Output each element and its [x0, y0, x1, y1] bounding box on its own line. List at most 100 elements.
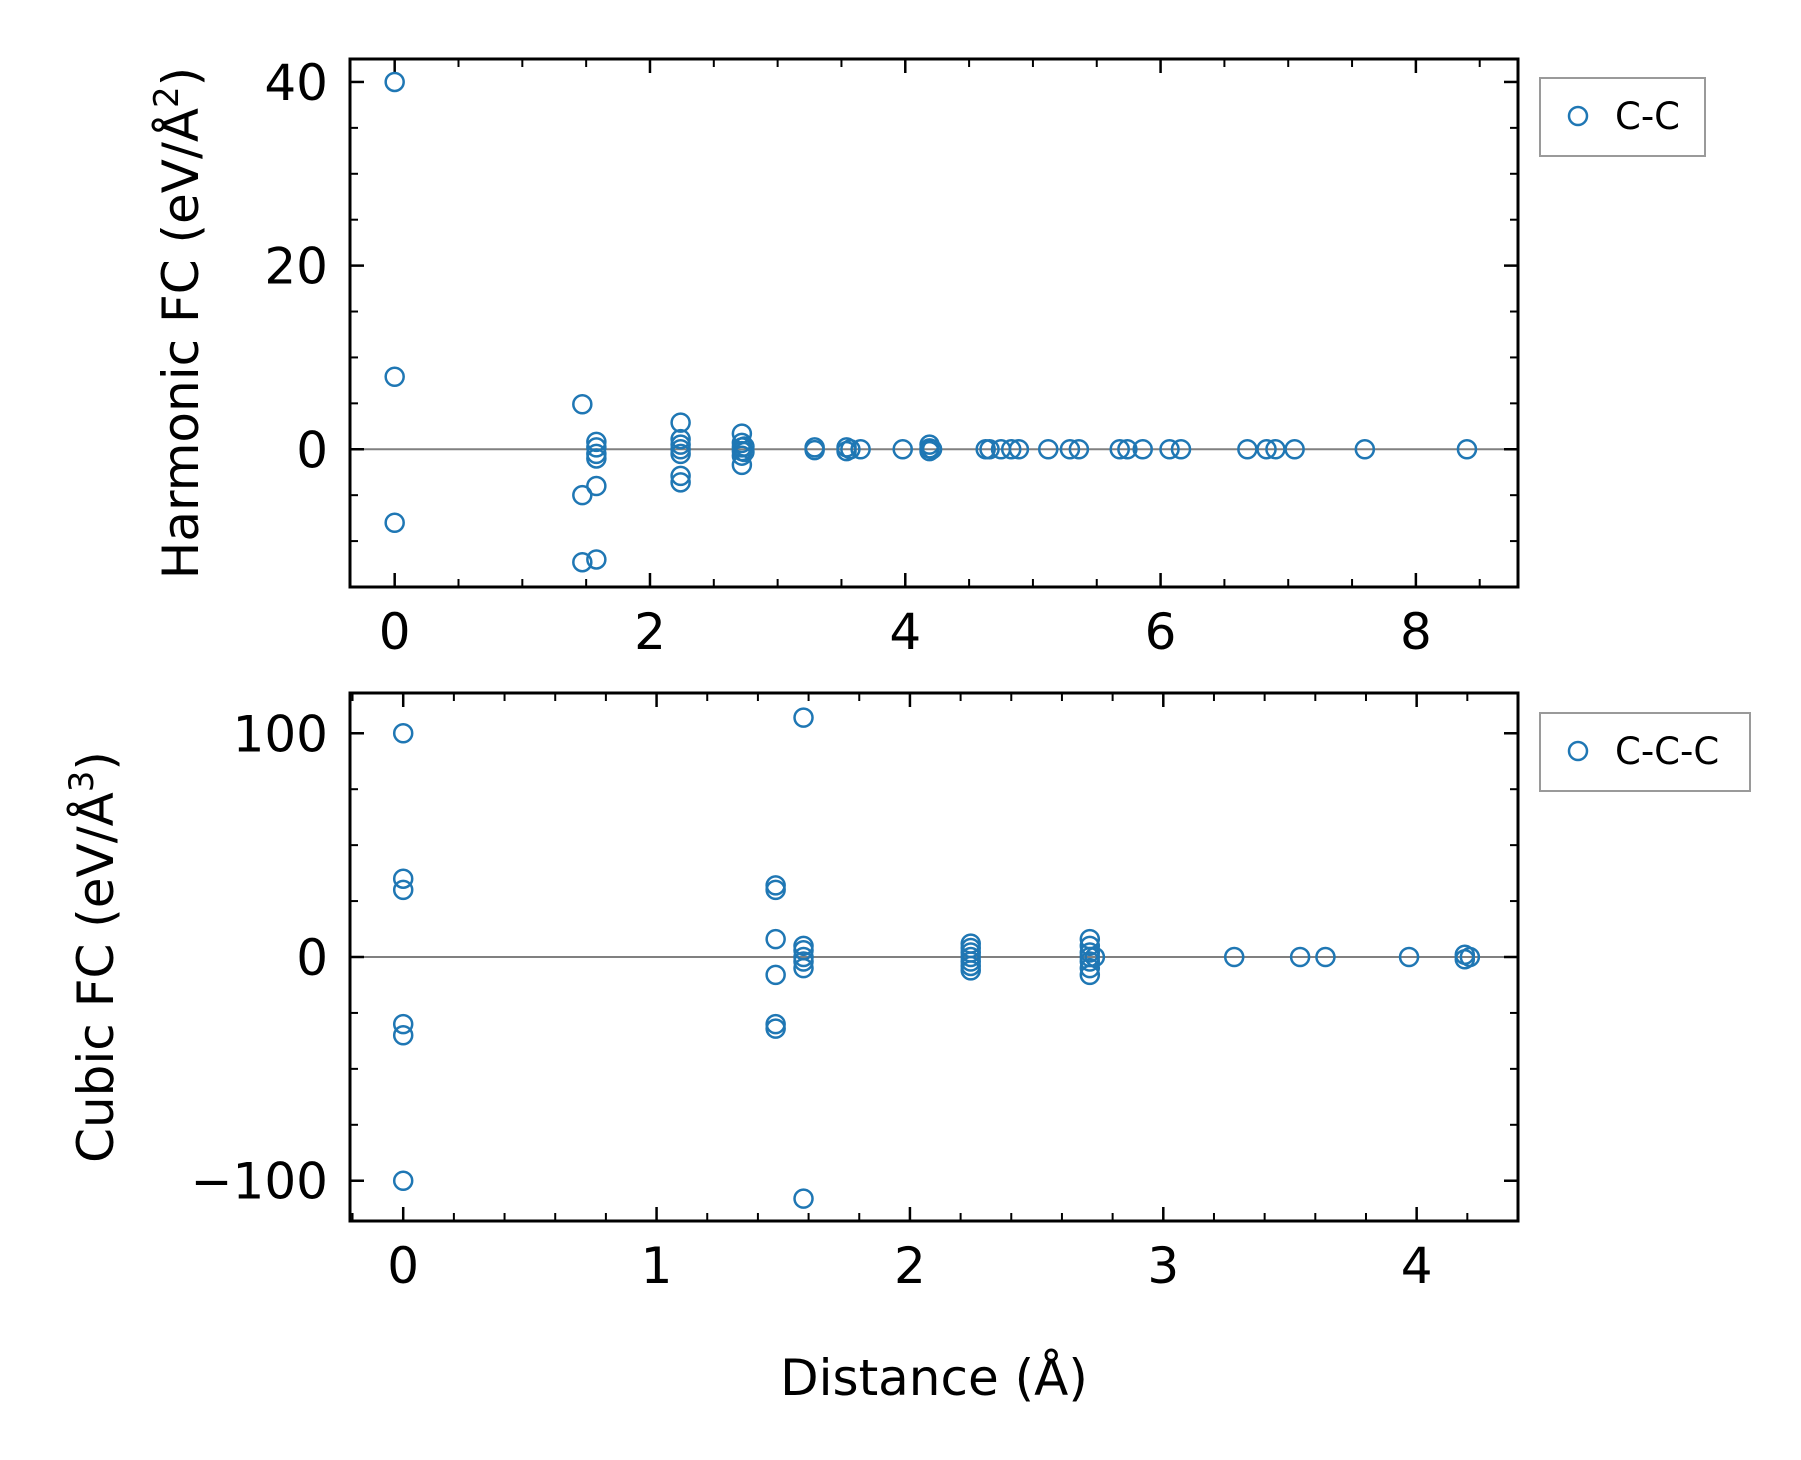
harmonic-data-point [586, 475, 607, 497]
harmonic-data-point [586, 431, 607, 453]
cubic-data-point [793, 707, 814, 728]
cubic-data-point [793, 957, 814, 979]
harmonic-ytick-label: 20 [264, 238, 328, 296]
harmonic-data-point [572, 484, 593, 506]
cubic-data-point [1289, 946, 1311, 968]
harmonic-data-point [670, 443, 691, 465]
cubic-legend-marker [1567, 740, 1589, 762]
cubic-xtick-label: 1 [641, 1237, 673, 1295]
harmonic-data-point [1109, 439, 1130, 460]
cubic-data-point [765, 1018, 786, 1039]
cubic-data-point [765, 964, 786, 986]
harmonic-xtick-labels: 0 2 4 6 8 [379, 603, 1432, 661]
cubic-data-point [1079, 951, 1101, 972]
harmonic-data-point [850, 439, 871, 460]
harmonic-data-point [572, 394, 593, 415]
cubic-xtick-label: 2 [894, 1237, 926, 1295]
cubic-data-point [765, 875, 786, 896]
harmonic-legend-marker [1567, 105, 1589, 127]
cubic-xtick-label: 3 [1147, 1237, 1179, 1295]
harmonic-data-point [804, 439, 825, 461]
harmonic-data-point [919, 440, 940, 462]
cubic-xtick-label: 0 [387, 1237, 419, 1295]
harmonic-xtick-label: 2 [634, 603, 666, 661]
harmonic-data-point [979, 439, 1000, 460]
cubic-ytick-label: −100 [191, 1153, 328, 1211]
cubic-data-point [1398, 946, 1420, 968]
cubic-legend: C-C-C [1539, 712, 1751, 792]
harmonic-xtick-label: 6 [1145, 603, 1177, 661]
cubic-data-point [1084, 946, 1106, 968]
harmonic-data-point [384, 366, 405, 387]
harmonic-xtick-label: 4 [889, 603, 921, 661]
cubic-legend-box [1539, 712, 1751, 792]
harmonic-panel: 0 2 4 6 8 0 20 40 Harmonic FC (eV/Å2) C-C [147, 54, 1706, 661]
harmonic-data-point [670, 472, 691, 493]
harmonic-y-axis-label: Harmonic FC (eV/Å2) [147, 67, 210, 579]
cubic-data-point [793, 951, 814, 972]
cubic-ytick-label: 100 [233, 705, 328, 763]
cubic-data-point [765, 928, 786, 950]
cubic-xtick-label: 4 [1401, 1237, 1433, 1295]
cubic-ytick-label: 0 [296, 929, 328, 987]
harmonic-data-point [731, 445, 753, 466]
harmonic-data-point [586, 549, 607, 570]
harmonic-plot-frame [348, 57, 1520, 589]
harmonic-data-point [734, 436, 755, 457]
cubic-data-point [1315, 946, 1336, 968]
cubic-y-axis-label: Cubic FC (eV/Å3) [62, 751, 125, 1163]
harmonic-data-point [1354, 439, 1376, 460]
cubic-plot-frame [348, 691, 1520, 1223]
cubic-data-point [765, 879, 786, 901]
harmonic-ytick-label: 40 [264, 54, 328, 112]
harmonic-data-point [1000, 439, 1022, 460]
harmonic-xtick-label: 8 [1400, 603, 1432, 661]
harmonic-data-point [586, 437, 607, 458]
cubic-data-point [1079, 957, 1101, 979]
harmonic-data-point [1132, 439, 1153, 460]
cubic-ytick-labels: −100 0 100 [191, 705, 328, 1210]
cubic-data-point [1459, 946, 1481, 968]
harmonic-data-point [1008, 439, 1030, 460]
harmonic-data-point [670, 465, 691, 487]
harmonic-data-point [1068, 439, 1090, 460]
cubic-xtick-labels: 0 1 2 3 4 [387, 1237, 1432, 1295]
cubic-data-point [392, 1013, 414, 1035]
harmonic-data-point [1256, 439, 1277, 460]
harmonic-data-point [1037, 439, 1059, 460]
cubic-data-point [392, 879, 414, 901]
harmonic-data-point [384, 512, 405, 533]
harmonic-ytick-labels: 0 20 40 [264, 54, 328, 479]
harmonic-data-point [840, 439, 861, 460]
harmonic-xtick-label: 0 [379, 603, 411, 661]
harmonic-data-point [384, 71, 405, 93]
cubic-legend-label: C-C-C [1615, 730, 1719, 773]
harmonic-data-point [1284, 439, 1305, 460]
harmonic-data-point [1059, 439, 1081, 460]
harmonic-data-point [1159, 439, 1180, 460]
harmonic-ticks [350, 59, 1518, 588]
cubic-data-point [1079, 935, 1101, 957]
harmonic-legend-label: C-C [1615, 95, 1680, 138]
cubic-data-point [392, 868, 414, 889]
harmonic-points [384, 71, 1478, 573]
harmonic-data-point [921, 439, 943, 460]
cubic-data-point [765, 1013, 786, 1035]
harmonic-data-point [1170, 439, 1192, 460]
cubic-data-point [392, 723, 414, 744]
cubic-points [392, 707, 1481, 1209]
cubic-data-point [960, 960, 981, 981]
cubic-data-point [1223, 946, 1245, 968]
harmonic-legend-box [1539, 77, 1706, 157]
harmonic-legend: C-C [1539, 77, 1706, 157]
cubic-panel: 0 1 2 3 4 −100 0 100 Cubic FC (eV/Å3) Distance… [62, 691, 1751, 1407]
harmonic-data-point [1456, 439, 1478, 460]
harmonic-data-point [670, 412, 691, 433]
harmonic-data-point [670, 428, 691, 450]
cubic-data-point [392, 1170, 414, 1191]
cubic-ticks [350, 693, 1519, 1221]
harmonic-ytick-label: 0 [296, 421, 328, 479]
harmonic-data-point [892, 439, 913, 460]
cubic-data-point [392, 1025, 414, 1046]
